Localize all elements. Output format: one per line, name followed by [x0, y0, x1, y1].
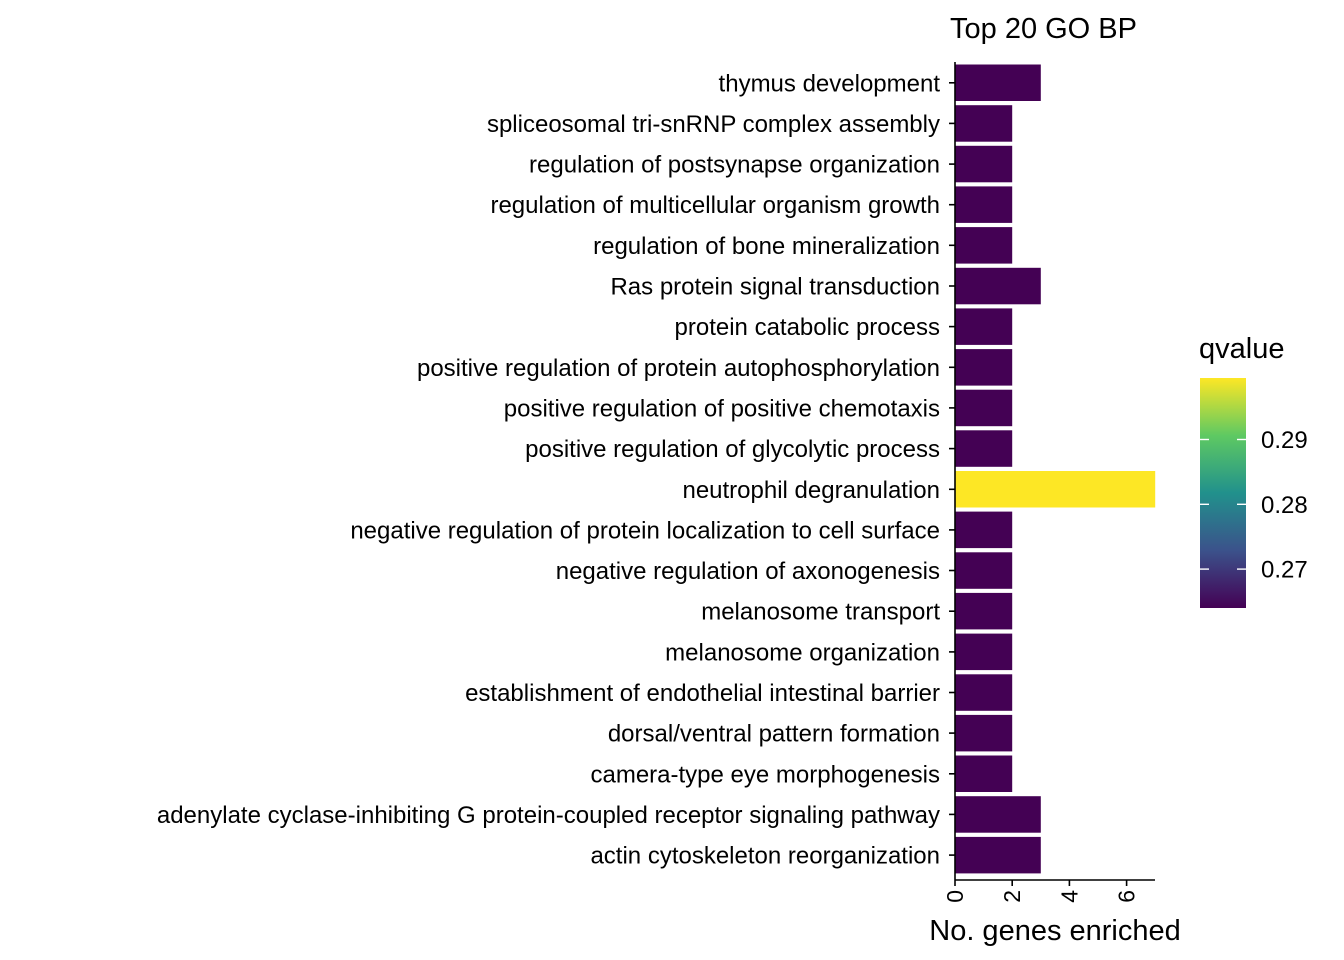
category-label: dorsal/ventral pattern formation [608, 721, 940, 748]
bar [955, 552, 1013, 589]
category-label: regulation of postsynapse organization [529, 152, 940, 179]
bar [955, 267, 1041, 305]
category-label: regulation of bone mineralization [593, 233, 940, 260]
legend-title: qvalue [1199, 333, 1284, 365]
colorbar-legend: qvalue 0.27 0.28 0.29 [1199, 333, 1308, 608]
bar [955, 592, 1013, 630]
category-label: positive regulation of positive chemotax… [504, 395, 940, 422]
bar [955, 471, 1156, 508]
x-tick-label: 4 [1056, 890, 1082, 903]
bar [955, 511, 1013, 549]
bar [955, 227, 1013, 264]
bar [955, 308, 1013, 345]
category-label: regulation of multicellular organism gro… [490, 192, 940, 219]
x-axis-title: No. genes enriched [929, 915, 1181, 947]
bar [955, 430, 1013, 467]
colorbar-tick-label: 0.28 [1261, 492, 1308, 519]
category-label: Ras protein signal transduction [610, 274, 940, 301]
colorbar-tick-label: 0.29 [1261, 427, 1308, 454]
category-label: spliceosomal tri-snRNP complex assembly [487, 111, 940, 138]
x-tick-label: 2 [999, 890, 1025, 903]
colorbar-ticks: 0.27 0.28 0.29 [1200, 427, 1308, 584]
category-labels: thymus development spliceosomal tri-snRNP… [157, 70, 955, 870]
category-label: protein catabolic process [675, 314, 940, 341]
bar [955, 389, 1013, 427]
x-tick-label: 0 [942, 890, 968, 903]
bar [955, 633, 1013, 671]
category-label: actin cytoskeleton reorganization [590, 843, 940, 870]
bar [955, 64, 1041, 101]
category-label: melanosome organization [665, 639, 940, 666]
bar [955, 349, 1013, 386]
bar [955, 755, 1013, 792]
category-label: adenylate cyclase-inhibiting G protein-c… [157, 802, 940, 829]
colorbar-tick-label: 0.27 [1261, 557, 1308, 584]
bar [955, 105, 1013, 142]
category-label: negative regulation of protein localizat… [350, 517, 940, 544]
bar [955, 796, 1041, 833]
category-label: thymus development [719, 70, 941, 97]
bar [955, 145, 1013, 183]
bars [955, 64, 1156, 874]
chart-title: Top 20 GO BP [950, 13, 1137, 45]
x-tick-label: 6 [1114, 890, 1140, 903]
bar [955, 674, 1013, 711]
bar [955, 186, 1013, 223]
category-label: positive regulation of protein autophosp… [417, 355, 940, 382]
category-label: camera-type eye morphogenesis [590, 761, 940, 788]
colorbar [1200, 378, 1246, 608]
category-label: positive regulation of glycolytic proces… [525, 436, 940, 463]
category-label: neutrophil degranulation [682, 477, 940, 504]
category-label: establishment of endothelial intestinal … [465, 680, 940, 707]
category-label: negative regulation of axonogenesis [556, 558, 940, 585]
bar [955, 836, 1041, 874]
bar [955, 714, 1013, 752]
x-axis-ticks: 0 2 4 6 [942, 880, 1140, 903]
category-label: melanosome transport [701, 599, 940, 626]
